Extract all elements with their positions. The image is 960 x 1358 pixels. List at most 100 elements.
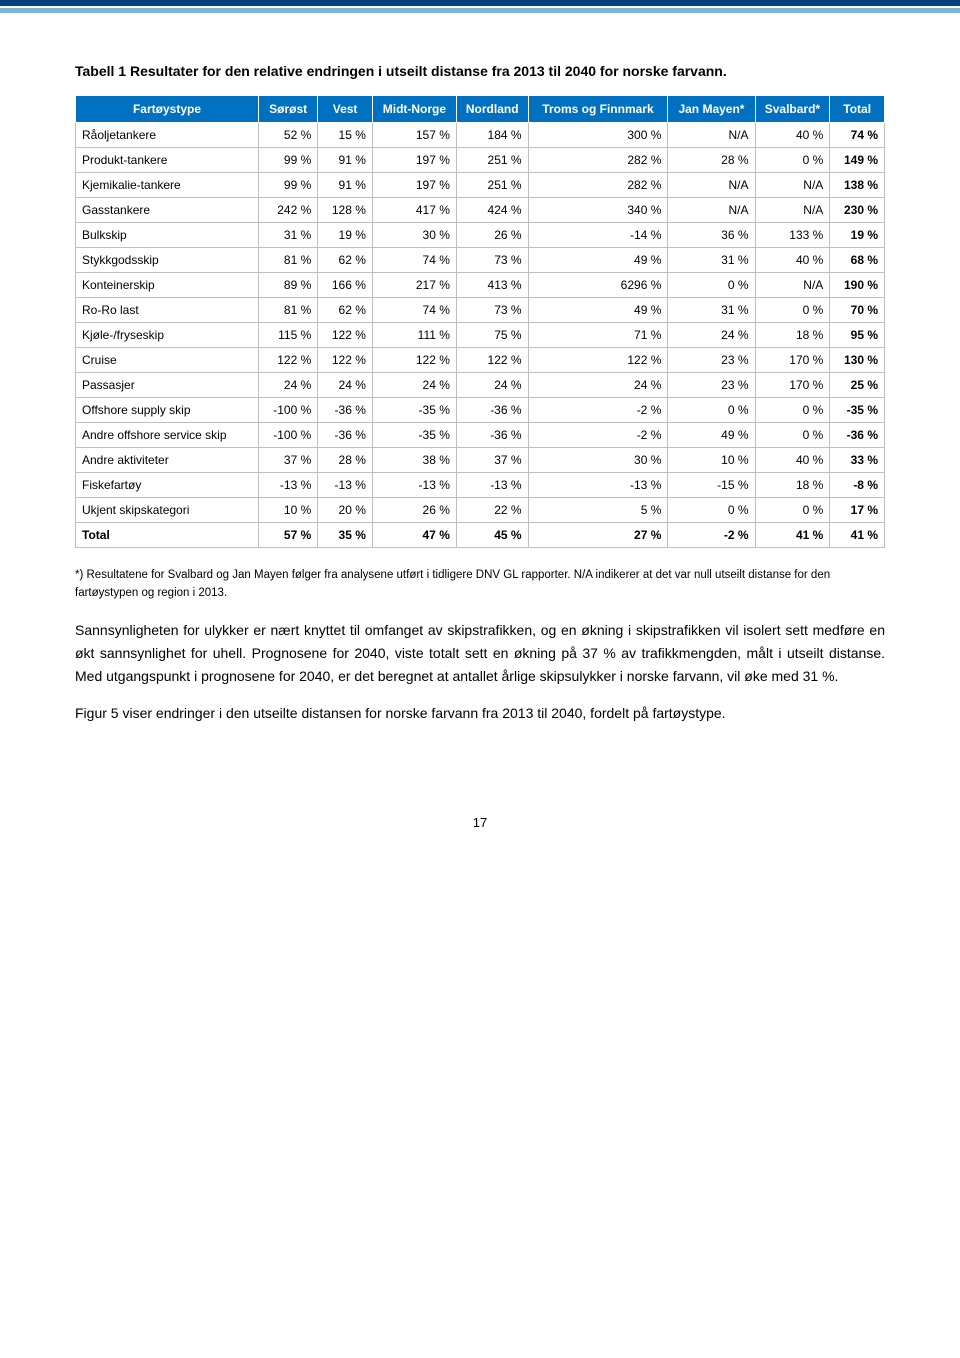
cell-value: 18 % xyxy=(755,473,830,498)
cell-value: 45 % xyxy=(456,523,528,548)
cell-value: 184 % xyxy=(456,123,528,148)
cell-value: 122 % xyxy=(318,323,373,348)
cell-value: 35 % xyxy=(318,523,373,548)
cell-value: 95 % xyxy=(830,323,885,348)
row-label: Andre offshore service skip xyxy=(76,423,259,448)
cell-value: 0 % xyxy=(668,273,755,298)
table-row: Ro-Ro last81 %62 %74 %73 %49 %31 %0 %70 … xyxy=(76,298,885,323)
page-number: 17 xyxy=(75,815,885,830)
cell-value: -36 % xyxy=(318,423,373,448)
cell-value: 17 % xyxy=(830,498,885,523)
cell-value: 99 % xyxy=(258,148,317,173)
cell-value: -36 % xyxy=(830,423,885,448)
column-header: Sørøst xyxy=(258,96,317,123)
cell-value: 37 % xyxy=(456,448,528,473)
cell-value: 27 % xyxy=(528,523,668,548)
cell-value: 0 % xyxy=(755,423,830,448)
row-label: Kjemikalie-tankere xyxy=(76,173,259,198)
cell-value: 190 % xyxy=(830,273,885,298)
table-row: Fiskefartøy-13 %-13 %-13 %-13 %-13 %-15 … xyxy=(76,473,885,498)
cell-value: 122 % xyxy=(258,348,317,373)
cell-value: 25 % xyxy=(830,373,885,398)
cell-value: 31 % xyxy=(258,223,317,248)
table-row: Produkt-tankere99 %91 %197 %251 %282 %28… xyxy=(76,148,885,173)
cell-value: 20 % xyxy=(318,498,373,523)
row-label: Andre aktiviteter xyxy=(76,448,259,473)
column-header: Midt-Norge xyxy=(372,96,456,123)
cell-value: 230 % xyxy=(830,198,885,223)
table-header: FartøystypeSørøstVestMidt-NorgeNordlandT… xyxy=(76,96,885,123)
cell-value: 19 % xyxy=(318,223,373,248)
cell-value: 242 % xyxy=(258,198,317,223)
cell-value: 23 % xyxy=(668,373,755,398)
cell-value: N/A xyxy=(668,173,755,198)
cell-value: 41 % xyxy=(755,523,830,548)
row-label: Offshore supply skip xyxy=(76,398,259,423)
cell-value: 74 % xyxy=(372,298,456,323)
cell-value: 170 % xyxy=(755,373,830,398)
cell-value: 340 % xyxy=(528,198,668,223)
cell-value: 128 % xyxy=(318,198,373,223)
cell-value: 71 % xyxy=(528,323,668,348)
table-row: Stykkgodsskip81 %62 %74 %73 %49 %31 %40 … xyxy=(76,248,885,273)
cell-value: 74 % xyxy=(372,248,456,273)
cell-value: 0 % xyxy=(755,398,830,423)
cell-value: 62 % xyxy=(318,248,373,273)
cell-value: 62 % xyxy=(318,298,373,323)
table-row: Kjøle-/fryseskip115 %122 %111 %75 %71 %2… xyxy=(76,323,885,348)
cell-value: 37 % xyxy=(258,448,317,473)
cell-value: 24 % xyxy=(528,373,668,398)
cell-value: 18 % xyxy=(755,323,830,348)
cell-value: -14 % xyxy=(528,223,668,248)
cell-value: 24 % xyxy=(258,373,317,398)
cell-value: 28 % xyxy=(668,148,755,173)
cell-value: 6296 % xyxy=(528,273,668,298)
cell-value: 417 % xyxy=(372,198,456,223)
column-header: Total xyxy=(830,96,885,123)
cell-value: 122 % xyxy=(318,348,373,373)
cell-value: 49 % xyxy=(528,248,668,273)
cell-value: 74 % xyxy=(830,123,885,148)
table-row: Gasstankere242 %128 %417 %424 %340 %N/AN… xyxy=(76,198,885,223)
column-header: Troms og Finnmark xyxy=(528,96,668,123)
cell-value: N/A xyxy=(755,198,830,223)
cell-value: 130 % xyxy=(830,348,885,373)
cell-value: -13 % xyxy=(456,473,528,498)
column-header: Fartøystype xyxy=(76,96,259,123)
cell-value: 0 % xyxy=(755,498,830,523)
row-label: Ro-Ro last xyxy=(76,298,259,323)
cell-value: -2 % xyxy=(668,523,755,548)
cell-value: 26 % xyxy=(456,223,528,248)
cell-value: 282 % xyxy=(528,148,668,173)
column-header: Jan Mayen* xyxy=(668,96,755,123)
cell-value: 166 % xyxy=(318,273,373,298)
cell-value: 91 % xyxy=(318,148,373,173)
cell-value: 41 % xyxy=(830,523,885,548)
cell-value: 75 % xyxy=(456,323,528,348)
cell-value: 47 % xyxy=(372,523,456,548)
row-label: Fiskefartøy xyxy=(76,473,259,498)
cell-value: 99 % xyxy=(258,173,317,198)
table-body: Råoljetankere52 %15 %157 %184 %300 %N/A4… xyxy=(76,123,885,548)
cell-value: 36 % xyxy=(668,223,755,248)
cell-value: -36 % xyxy=(456,423,528,448)
cell-value: 73 % xyxy=(456,298,528,323)
cell-value: 24 % xyxy=(318,373,373,398)
row-label: Passasjer xyxy=(76,373,259,398)
cell-value: 22 % xyxy=(456,498,528,523)
cell-value: 23 % xyxy=(668,348,755,373)
cell-value: -35 % xyxy=(372,398,456,423)
cell-value: 89 % xyxy=(258,273,317,298)
cell-value: 24 % xyxy=(456,373,528,398)
cell-value: -13 % xyxy=(372,473,456,498)
cell-value: 26 % xyxy=(372,498,456,523)
cell-value: 40 % xyxy=(755,123,830,148)
cell-value: 0 % xyxy=(668,398,755,423)
cell-value: 28 % xyxy=(318,448,373,473)
table-row: Total57 %35 %47 %45 %27 %-2 %41 %41 % xyxy=(76,523,885,548)
cell-value: 31 % xyxy=(668,298,755,323)
cell-value: 197 % xyxy=(372,148,456,173)
cell-value: -8 % xyxy=(830,473,885,498)
cell-value: 57 % xyxy=(258,523,317,548)
column-header: Nordland xyxy=(456,96,528,123)
